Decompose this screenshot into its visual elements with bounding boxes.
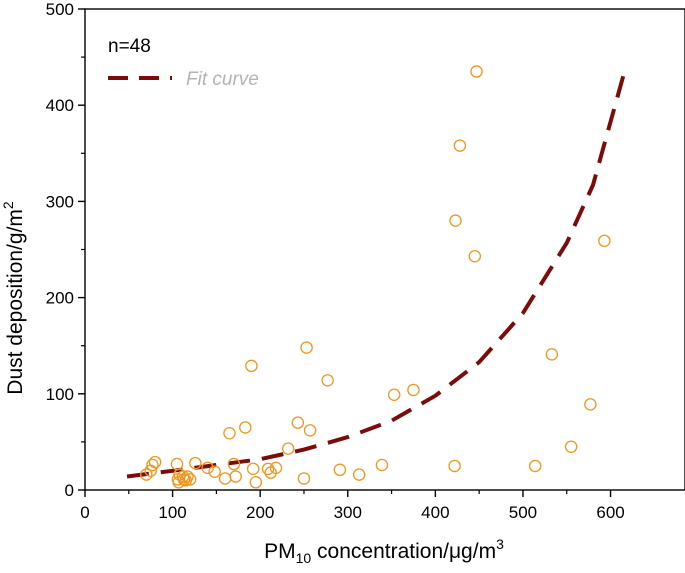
data-point [352, 468, 366, 481]
x-tick-label: 300 [334, 503, 362, 522]
x-tick-label: 0 [80, 503, 89, 522]
x-tick-label: 200 [246, 503, 274, 522]
data-point [189, 456, 202, 470]
data-point [183, 473, 197, 486]
data-point [261, 462, 275, 476]
data-point [148, 455, 162, 469]
x-tick-label: 500 [509, 503, 537, 522]
plot-frame [84, 8, 685, 491]
data-point [246, 462, 260, 476]
data-point [269, 461, 283, 475]
y-tick-label: 100 [46, 385, 74, 404]
data-point [300, 341, 313, 354]
fit-curve-line [126, 73, 626, 479]
y-axis-title: Dust deposition/g/m2 [0, 201, 27, 395]
data-point [181, 470, 194, 483]
data-point [584, 398, 597, 411]
data-point [387, 388, 401, 402]
data-point [229, 470, 242, 483]
data-point [281, 442, 295, 455]
x-axis-title: PM10 concentration/μg/m3 [264, 536, 504, 566]
data-point [453, 139, 467, 152]
x-axis-title-superscript: 3 [496, 536, 504, 552]
x-tick-label: 600 [596, 503, 624, 522]
data-point [449, 214, 462, 227]
y-tick-label: 300 [46, 192, 74, 211]
data-point [321, 374, 334, 387]
data-point [201, 461, 214, 475]
data-point [249, 476, 263, 489]
data-point [140, 468, 153, 481]
legend-fit-label: Fit curve [186, 69, 259, 90]
data-point [245, 359, 258, 373]
data-point [598, 234, 611, 248]
y-tick-label: 500 [46, 0, 74, 19]
data-point [291, 416, 305, 429]
data-point [448, 459, 461, 473]
data-point [333, 463, 347, 477]
y-tick-label: 200 [46, 289, 74, 308]
data-point [177, 473, 191, 486]
y-axis-title-superscript: 2 [0, 201, 16, 209]
data-point [303, 424, 317, 437]
data-point [146, 458, 159, 472]
sample-size-annotation: n=48 [108, 36, 151, 57]
data-point [528, 459, 542, 473]
data-point [170, 457, 184, 471]
data-point [297, 472, 311, 485]
data-point [545, 348, 559, 361]
data-point [208, 465, 221, 478]
data-point [223, 426, 236, 440]
data-point [227, 457, 241, 471]
x-tick-label: 400 [421, 503, 449, 522]
data-point [239, 421, 252, 434]
data-point [564, 440, 578, 453]
x-tick-label: 100 [158, 503, 186, 522]
data-point [407, 383, 420, 397]
plot-area: 0 100 200 300 400 500 600 0 100 200 300 400 500 [46, 0, 685, 522]
data-point [468, 249, 482, 263]
data-point [218, 472, 232, 485]
data-point [375, 458, 389, 472]
data-point [470, 65, 483, 78]
y-tick-label: 0 [65, 481, 74, 500]
y-tick-label: 400 [46, 96, 74, 115]
x-axis-title-subscript: 10 [296, 550, 312, 566]
